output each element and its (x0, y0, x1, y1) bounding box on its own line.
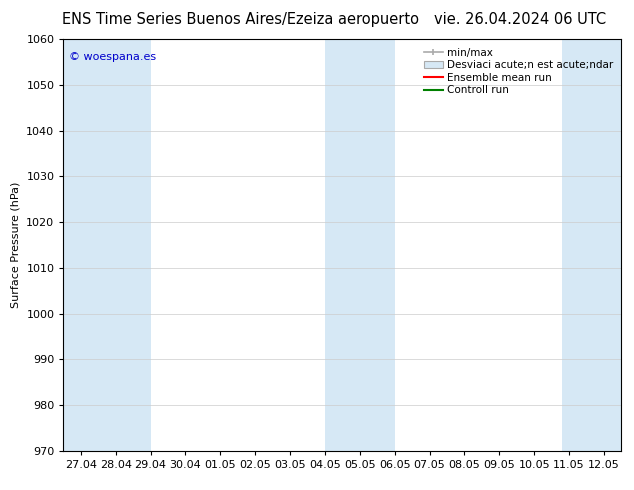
Text: vie. 26.04.2024 06 UTC: vie. 26.04.2024 06 UTC (434, 12, 606, 27)
Bar (562, 39, 621, 451)
Bar (63, 39, 150, 451)
Text: © woespana.es: © woespana.es (69, 51, 156, 62)
Text: ENS Time Series Buenos Aires/Ezeiza aeropuerto: ENS Time Series Buenos Aires/Ezeiza aero… (62, 12, 420, 27)
Legend: min/max, Desviaci acute;n est acute;ndar, Ensemble mean run, Controll run: min/max, Desviaci acute;n est acute;ndar… (421, 45, 616, 98)
Y-axis label: Surface Pressure (hPa): Surface Pressure (hPa) (11, 182, 21, 308)
Bar (325, 39, 394, 451)
